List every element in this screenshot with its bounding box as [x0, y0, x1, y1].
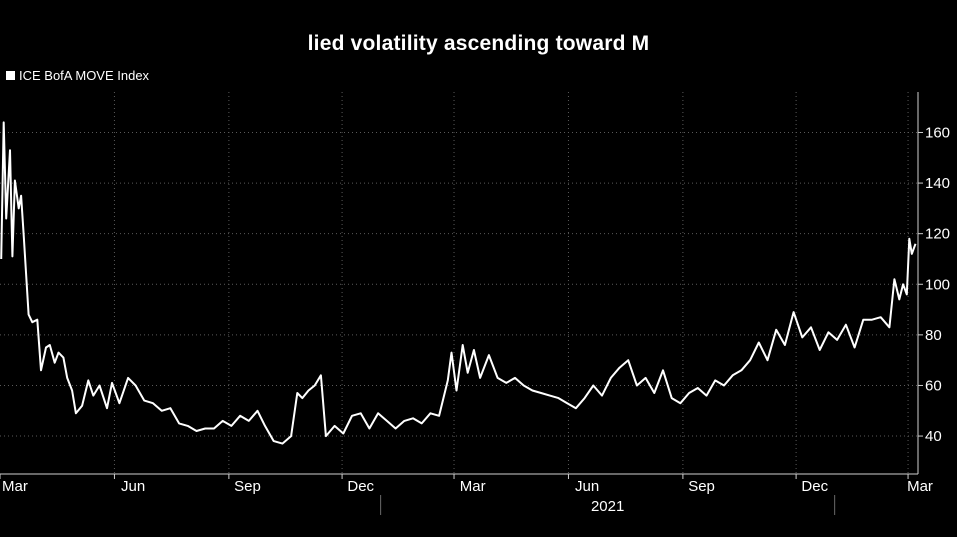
y-tick-label: 140 — [925, 175, 950, 192]
tick-labels: 40 60 80 100 120 140 160 Mar Jun Sep Dec Mar Jun Sep D… — [2, 124, 950, 515]
axes — [0, 92, 923, 515]
y-tick-label: 40 — [925, 428, 942, 445]
x-tick-label: Jun — [575, 478, 599, 495]
year-label: 2021 — [591, 498, 624, 515]
series-line-move-index — [0, 121, 917, 445]
x-tick-label: Mar — [460, 478, 486, 495]
y-tick-label: 100 — [925, 276, 950, 293]
y-tick-label: 160 — [925, 124, 950, 141]
chart-title: lied volatility ascending toward M — [307, 32, 650, 55]
legend: ICE BofA MOVE Index — [6, 68, 149, 83]
grid — [0, 92, 918, 474]
x-tick-label: Mar — [2, 478, 28, 495]
x-tick-label: Sep — [688, 478, 715, 495]
y-tick-label: 80 — [925, 327, 942, 344]
y-tick-label: 120 — [925, 226, 950, 243]
x-tick-label: Mar — [907, 478, 933, 495]
x-tick-label: Jun — [121, 478, 145, 495]
x-tick-label: Sep — [234, 478, 261, 495]
series-layer — [0, 121, 917, 445]
x-tick-label: Dec — [347, 478, 374, 495]
legend-swatch — [6, 71, 15, 80]
legend-label: ICE BofA MOVE Index — [19, 68, 150, 83]
y-tick-label: 60 — [925, 377, 942, 394]
x-tick-label: Dec — [801, 478, 828, 495]
